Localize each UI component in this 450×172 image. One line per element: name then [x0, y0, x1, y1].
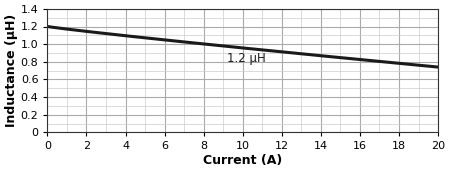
Y-axis label: Inductance (μH): Inductance (μH) — [5, 14, 18, 127]
Text: 1.2 μH: 1.2 μH — [227, 52, 266, 65]
X-axis label: Current (A): Current (A) — [203, 154, 282, 167]
